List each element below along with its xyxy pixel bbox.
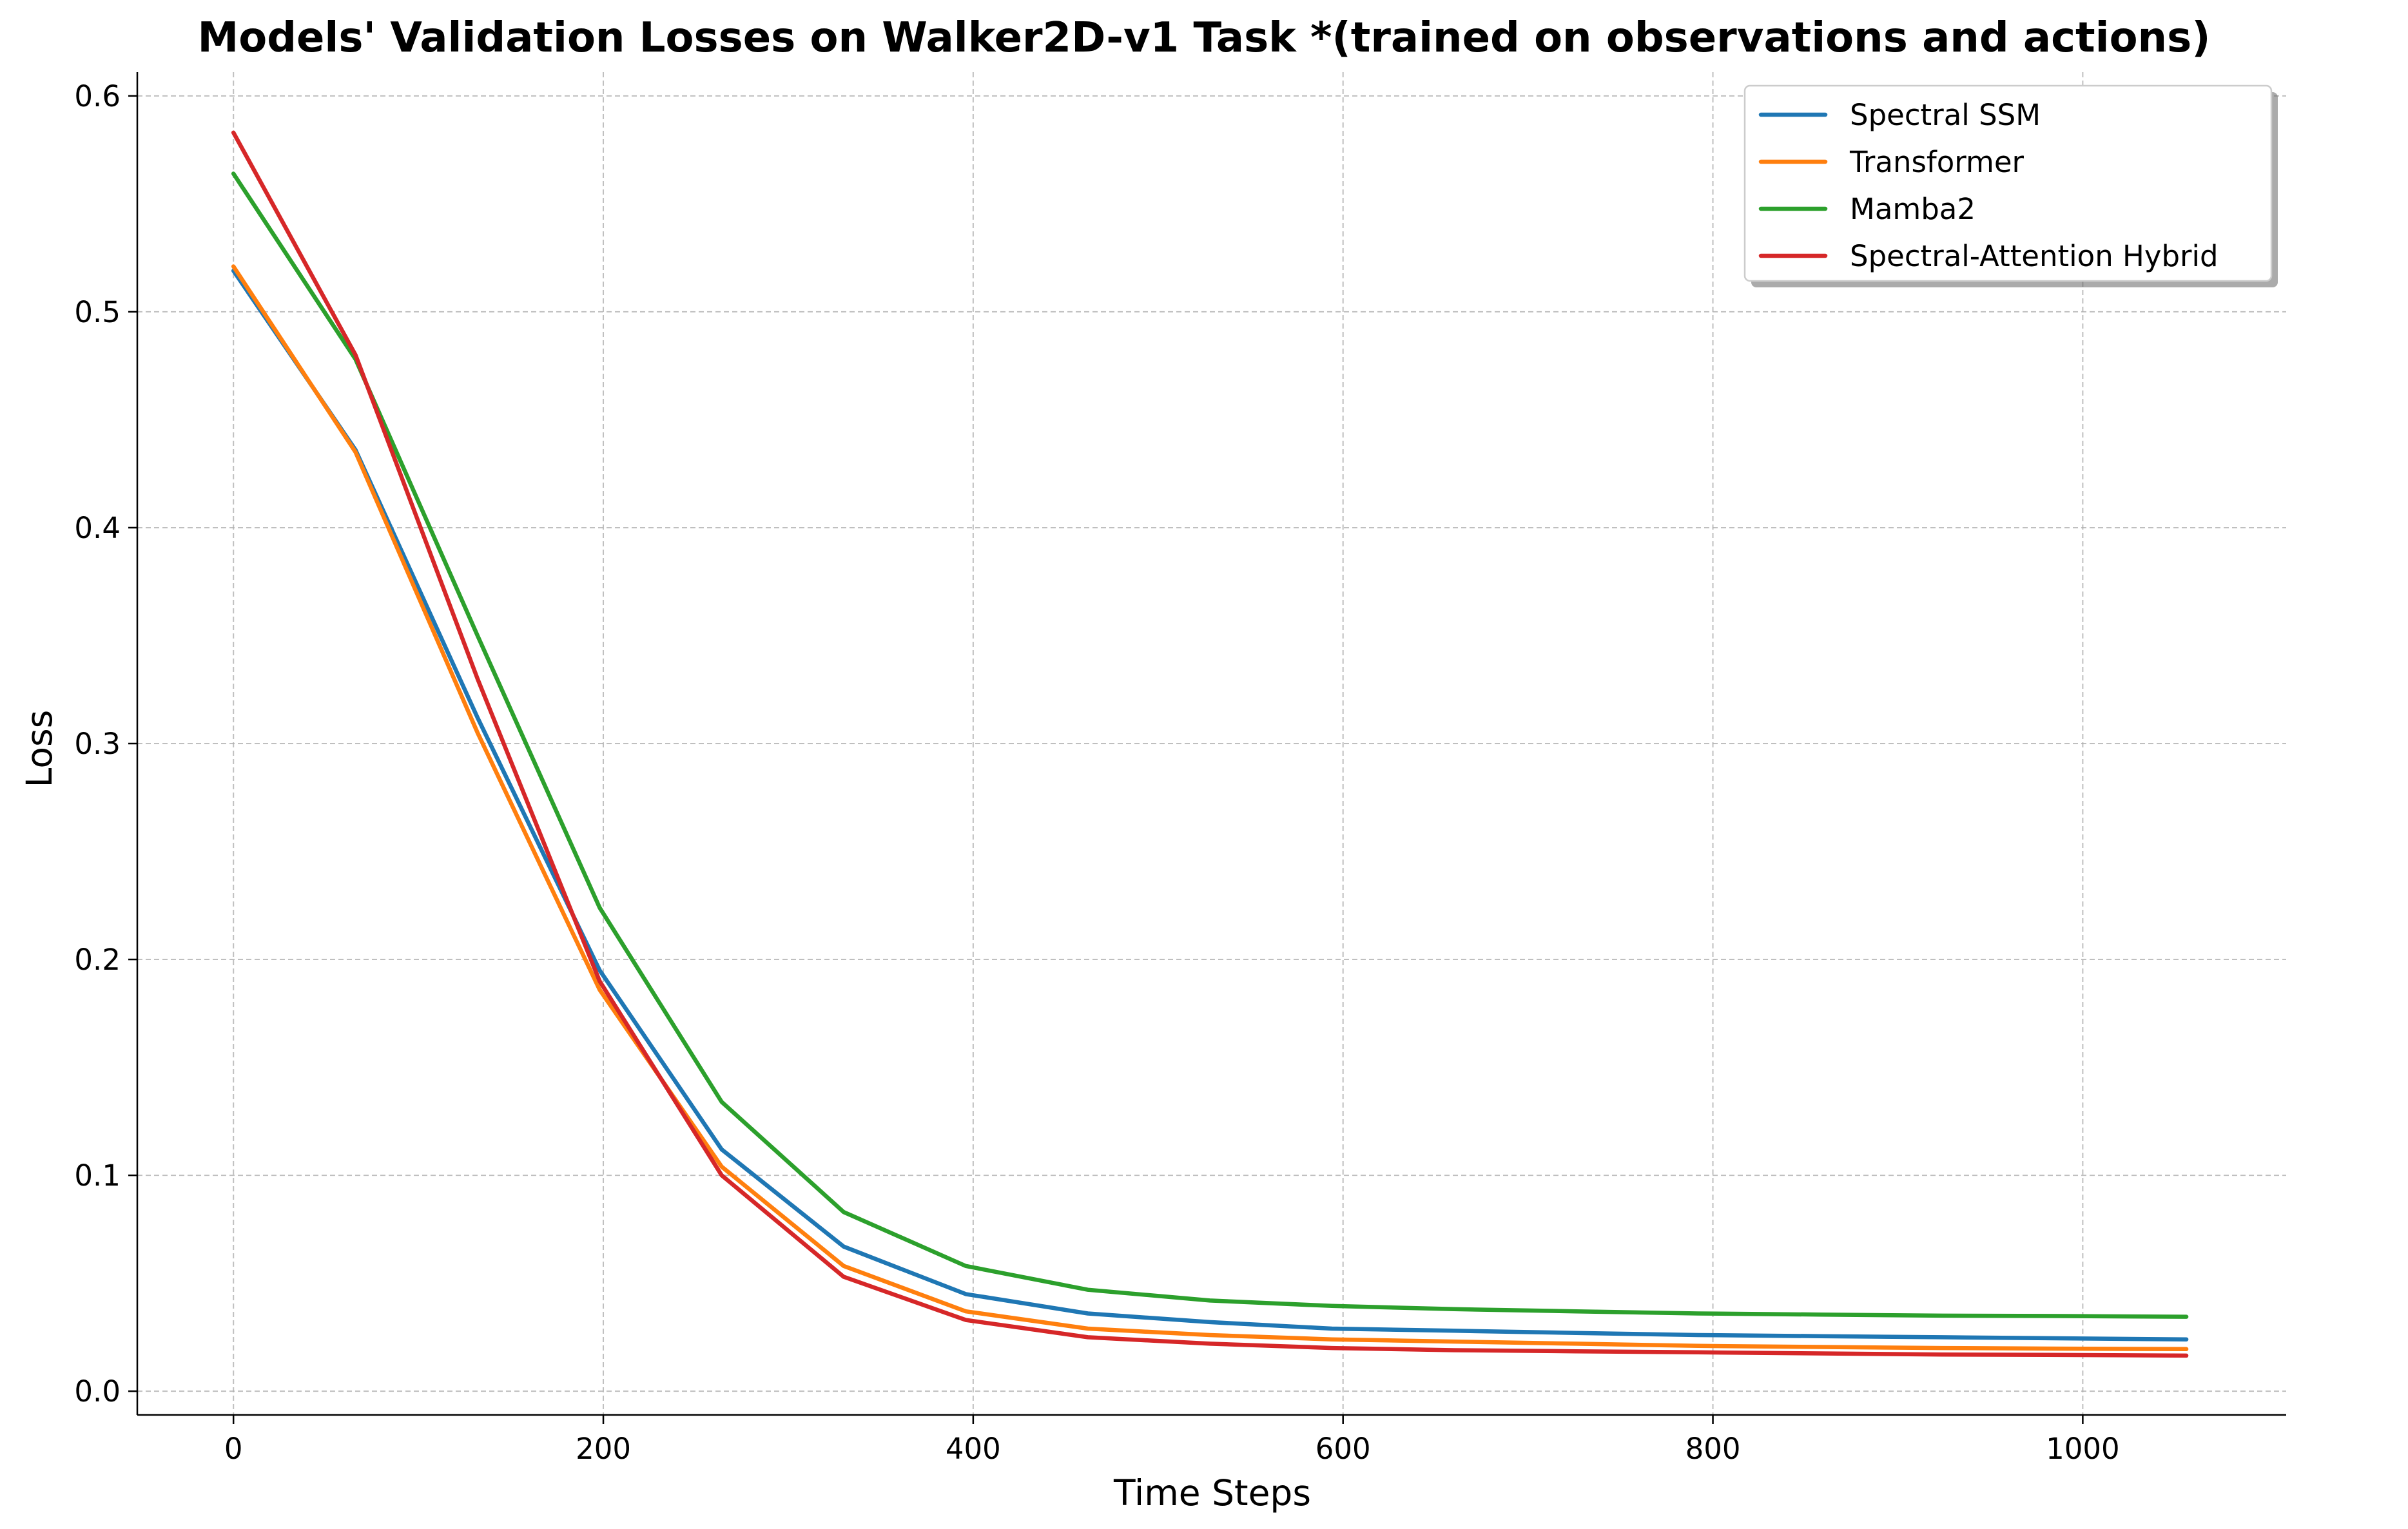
x-tick-label: 1000 <box>2046 1432 2120 1466</box>
x-tick-label: 800 <box>1685 1432 1741 1466</box>
grid <box>137 72 2286 1415</box>
series-line-transformer <box>231 264 2189 1352</box>
legend-box <box>1743 84 2273 282</box>
series-line-spectral-attention-hybrid <box>231 130 2189 1358</box>
x-axis-ticks: 0 200 400 600 800 1000 <box>224 1415 2120 1466</box>
y-tick-label: 0.0 <box>74 1374 121 1409</box>
chart-title: Models' Validation Losses on Walker2D-v1… <box>198 14 2211 62</box>
x-tick-label: 0 <box>224 1432 243 1466</box>
x-tick-label: 600 <box>1316 1432 1371 1466</box>
y-tick-label: 0.6 <box>74 79 121 113</box>
legend-label-spectral-ssm: Spectral SSM <box>1850 98 2041 132</box>
series-line-mamba2 <box>231 171 2189 1319</box>
y-tick-label: 0.3 <box>74 727 121 761</box>
series-lines <box>231 130 2189 1358</box>
x-tick-label: 200 <box>576 1432 631 1466</box>
legend-label-mamba2: Mamba2 <box>1850 192 1976 226</box>
y-tick-label: 0.5 <box>74 295 121 329</box>
legend: Spectral SSM Transformer Mamba2 Spectral-At… <box>1743 84 2278 287</box>
y-tick-label: 0.4 <box>74 511 121 545</box>
x-axis-label: Time Steps <box>1113 1472 1311 1514</box>
legend-label-spectral-attention-hybrid: Spectral-Attention Hybrid <box>1850 239 2219 273</box>
y-axis-ticks: 0.0 0.1 0.2 0.3 0.4 0.5 0.6 <box>74 79 137 1409</box>
y-axis-label: Loss <box>19 710 60 788</box>
y-tick-label: 0.1 <box>74 1159 121 1193</box>
y-tick-label: 0.2 <box>74 943 121 977</box>
x-tick-label: 400 <box>946 1432 1001 1466</box>
legend-label-transformer: Transformer <box>1849 145 2024 179</box>
series-line-spectral-ssm <box>231 268 2189 1341</box>
